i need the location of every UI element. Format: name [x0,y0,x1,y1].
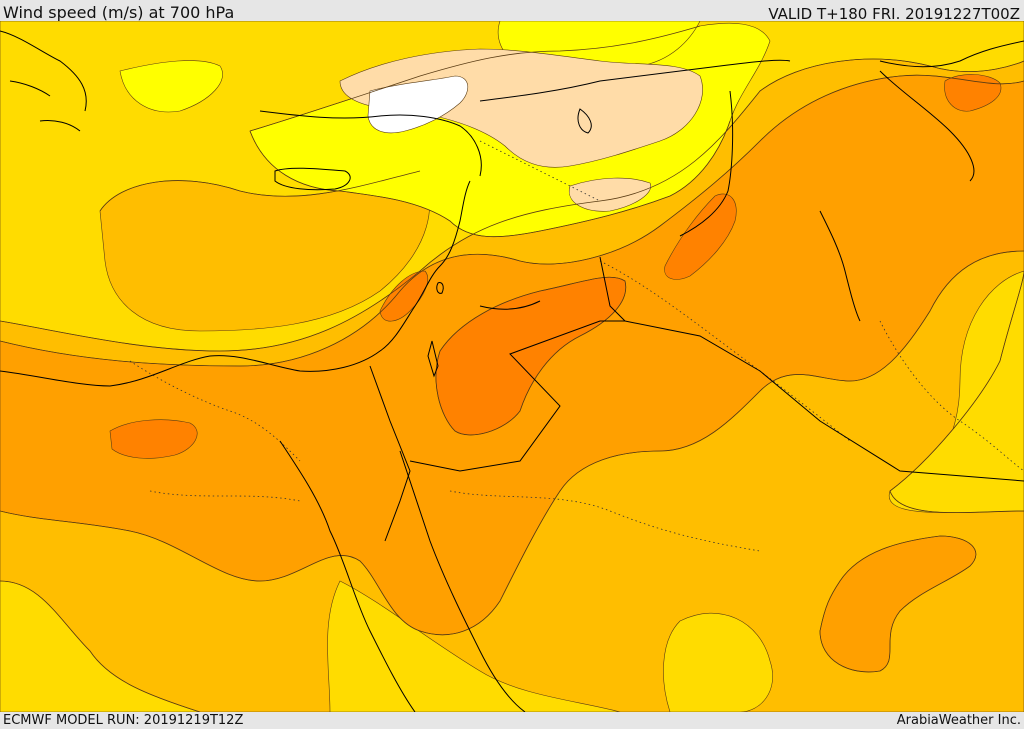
lake-outline [577,108,592,134]
map-title: Wind speed (m/s) at 700 hPa [3,3,235,22]
band-gold-south-east [663,612,773,712]
wind-speed-map-canvas [0,21,1024,712]
band-peach-east [568,177,652,212]
band-dark-orange-northeast [664,193,737,280]
wind-speed-map [0,21,1024,712]
band-dark-orange-west [109,419,198,459]
model-run-label: ECMWF MODEL RUN: 20191219T12Z [3,713,244,728]
header-bar: Wind speed (m/s) at 700 hPa VALID T+180 … [0,0,1024,23]
band-white-patch [367,75,468,134]
credit-label: ArabiaWeather Inc. [896,713,1021,728]
footer-bar: ECMWF MODEL RUN: 20191219T12Z ArabiaWeat… [0,712,1024,729]
band-dark-orange-far-northeast [944,74,1002,112]
speed-contours [0,25,1024,712]
band-peach-north [339,48,703,168]
coastlines [0,30,1024,712]
band-yellow-northwest [119,60,223,113]
valid-time: VALID T+180 FRI. 20191227T00Z [768,5,1020,23]
